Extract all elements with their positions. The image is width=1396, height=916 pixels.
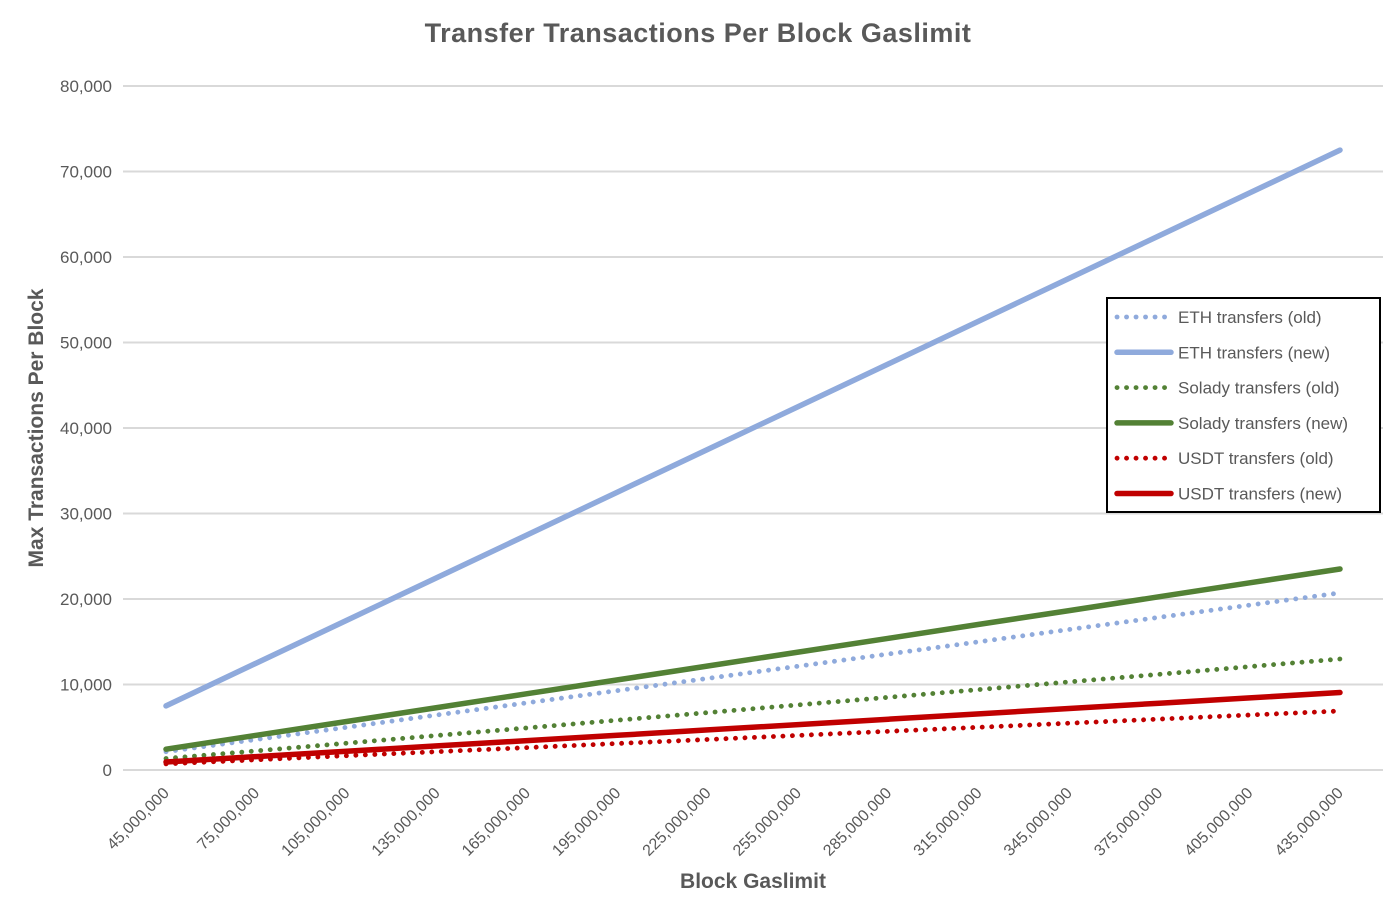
y-tick-label: 70,000 [60,163,112,182]
series-line-eth-transfers-new [163,147,1343,709]
series-line-solady-transfers-old [163,656,1343,761]
x-tick-label: 45,000,000 [104,785,173,854]
x-tick-label: 165,000,000 [459,785,534,860]
y-tick-label: 0 [103,761,112,780]
x-tick-label: 315,000,000 [911,785,986,860]
y-tick-label: 40,000 [60,419,112,438]
legend-box [1106,297,1381,513]
x-tick-label: 345,000,000 [1001,785,1076,860]
x-tick-label: 75,000,000 [194,785,263,854]
y-tick-label: 10,000 [60,676,112,695]
x-axis-title: Block Gaslimit [680,870,826,893]
legend-label-eth-transfers-old: ETH transfers (old) [1178,308,1322,327]
x-tick-label: 405,000,000 [1182,785,1257,860]
legend-label-solady-transfers-new: Solady transfers (new) [1178,414,1348,433]
y-tick-label: 20,000 [60,590,112,609]
y-tick-label: 50,000 [60,334,112,353]
legend-label-usdt-transfers-old: USDT transfers (old) [1178,449,1334,468]
chart-title: Transfer Transactions Per Block Gaslimit [424,18,972,48]
x-tick-label: 135,000,000 [369,785,444,860]
x-tick-label: 435,000,000 [1272,785,1347,860]
y-tick-label: 80,000 [60,77,112,96]
series-line-usdt-transfers-old [163,708,1343,767]
legend-label-solady-transfers-old: Solady transfers (old) [1178,379,1340,398]
x-tick-label: 375,000,000 [1091,785,1166,860]
y-tick-label: 60,000 [60,248,112,267]
y-tick-label: 30,000 [60,505,112,524]
legend-label-usdt-transfers-new: USDT transfers (new) [1178,485,1342,504]
series-line-eth-transfers-old [163,590,1343,755]
x-tick-label: 105,000,000 [279,785,354,860]
x-tick-label: 195,000,000 [549,785,624,860]
series-line-usdt-transfers-new [163,689,1343,765]
series-line-solady-transfers-new [163,566,1343,752]
x-tick-label: 225,000,000 [640,785,715,860]
x-tick-label: 285,000,000 [820,785,895,860]
legend-label-eth-transfers-new: ETH transfers (new) [1178,343,1330,362]
x-tick-label: 255,000,000 [730,785,805,860]
